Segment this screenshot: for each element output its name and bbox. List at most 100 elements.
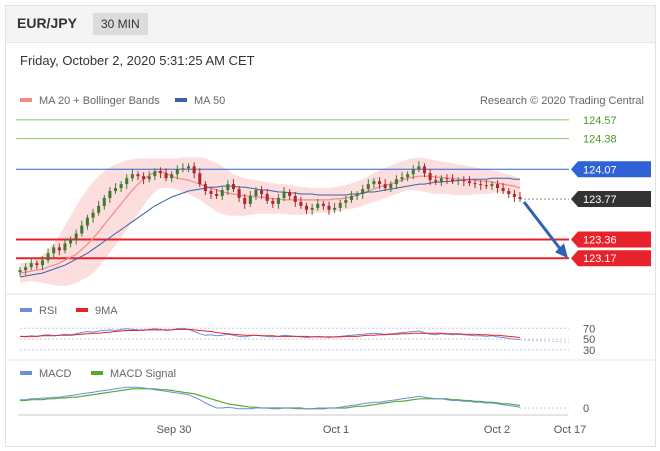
level-tag-label-123.17: 123.17 <box>583 253 617 265</box>
level-label-124.57: 124.57 <box>583 115 617 127</box>
candle-body <box>265 194 269 201</box>
candle-body <box>417 166 421 170</box>
rsi-level-label: 70 <box>583 323 595 335</box>
candle-body <box>52 247 56 254</box>
candle-body <box>439 178 443 183</box>
candle-body <box>119 184 123 189</box>
level-tag-123.17 <box>571 250 651 267</box>
candle-body <box>80 225 84 234</box>
candle-body <box>276 197 280 204</box>
candle-body <box>400 177 404 180</box>
candle-body <box>63 243 67 251</box>
candle-body <box>467 181 471 184</box>
candle-body <box>406 174 410 178</box>
level-tag-123.77 <box>571 190 651 207</box>
candle-body <box>24 267 28 271</box>
candle-body <box>142 176 146 180</box>
candle-body <box>29 263 33 268</box>
bollinger-band <box>20 157 520 286</box>
candle-body <box>501 188 505 192</box>
x-tick-label: Oct 1 <box>323 424 349 436</box>
chart-widget: EUR/JPY 30 MIN Friday, October 2, 2020 5… <box>5 5 656 447</box>
candle-body <box>220 190 224 196</box>
ma20-legend-label: MA 20 + Bollinger Bands <box>39 95 160 107</box>
candle-body <box>254 190 258 196</box>
rsi-legend-swatch <box>20 308 32 312</box>
rsi-level-label: 30 <box>583 345 595 357</box>
candle-body <box>310 207 314 210</box>
timeframe-badge[interactable]: 30 MIN <box>93 13 148 35</box>
candle-body <box>473 183 477 185</box>
x-tick-label: Oct 2 <box>484 424 510 436</box>
candle-body <box>136 174 140 177</box>
candle-body <box>355 194 359 196</box>
level-label-124.38: 124.38 <box>583 134 617 146</box>
candle-body <box>243 197 247 204</box>
candle-body <box>215 194 219 196</box>
candle-body <box>338 202 342 208</box>
candle-body <box>484 185 488 187</box>
candle-body <box>372 181 376 185</box>
candle-body <box>153 171 157 177</box>
chart-header: EUR/JPY 30 MIN <box>6 6 655 43</box>
candle-body <box>304 205 309 210</box>
candle-body <box>333 207 337 210</box>
candle-body <box>164 173 168 179</box>
candle-body <box>237 189 241 198</box>
ma50-legend-label: MA 50 <box>194 95 225 107</box>
candle-body <box>108 191 112 198</box>
price-panel: 124.57 124.38 124.07 123.77 123.36 123.17 <box>16 115 651 286</box>
candle-body <box>394 179 398 185</box>
candle-body <box>18 270 22 273</box>
candle-body <box>378 181 382 185</box>
candle-body <box>203 184 207 192</box>
macd-line <box>20 386 521 410</box>
ma50-legend-swatch <box>175 98 187 102</box>
level-tag-124.07 <box>571 161 651 178</box>
candle-body <box>147 176 151 180</box>
candle-body <box>57 247 61 251</box>
candle-body <box>113 188 118 192</box>
rsi-legend-label: RSI <box>39 305 57 317</box>
candle-body <box>192 166 196 174</box>
candle-body <box>344 199 348 203</box>
candle-body <box>496 184 500 189</box>
candle-body <box>434 180 438 183</box>
candle-body <box>462 180 466 182</box>
timestamp: Friday, October 2, 2020 5:31:25 AM CET <box>20 53 255 68</box>
candle-body <box>170 174 174 179</box>
candle-body <box>35 263 39 266</box>
candle-body <box>187 166 191 169</box>
candle-body <box>248 195 252 204</box>
candle-body <box>69 239 73 244</box>
candle-body <box>518 196 522 199</box>
candle-body <box>97 205 101 213</box>
candle-body <box>512 194 516 197</box>
candle-body <box>125 178 129 185</box>
candle-body <box>422 166 427 174</box>
candle-body <box>428 173 432 181</box>
candle-body <box>349 195 353 200</box>
candle-body <box>361 189 365 194</box>
rsi-legend: RSI 9MA <box>20 305 118 317</box>
candle-body <box>490 184 494 187</box>
candle-body <box>479 184 483 186</box>
rsi-line <box>19 327 521 341</box>
rsi-9ma-line <box>20 328 521 338</box>
rsi-9ma-legend-swatch <box>76 308 88 312</box>
candle-body <box>411 169 415 175</box>
macd-legend-label: MACD <box>39 368 71 380</box>
ma20-line <box>19 170 521 274</box>
candle-body <box>40 260 44 266</box>
macd-legend-swatch <box>20 371 32 375</box>
x-tick-label: Oct 17 <box>554 424 586 436</box>
candle-body <box>321 203 325 206</box>
candle-body <box>74 233 78 240</box>
candle-body <box>181 168 185 170</box>
candle-body <box>198 173 202 185</box>
level-tag-123.36 <box>571 231 651 248</box>
candle-body <box>366 184 370 190</box>
candle-body <box>85 217 89 226</box>
x-tick-label: Sep 30 <box>157 424 192 436</box>
